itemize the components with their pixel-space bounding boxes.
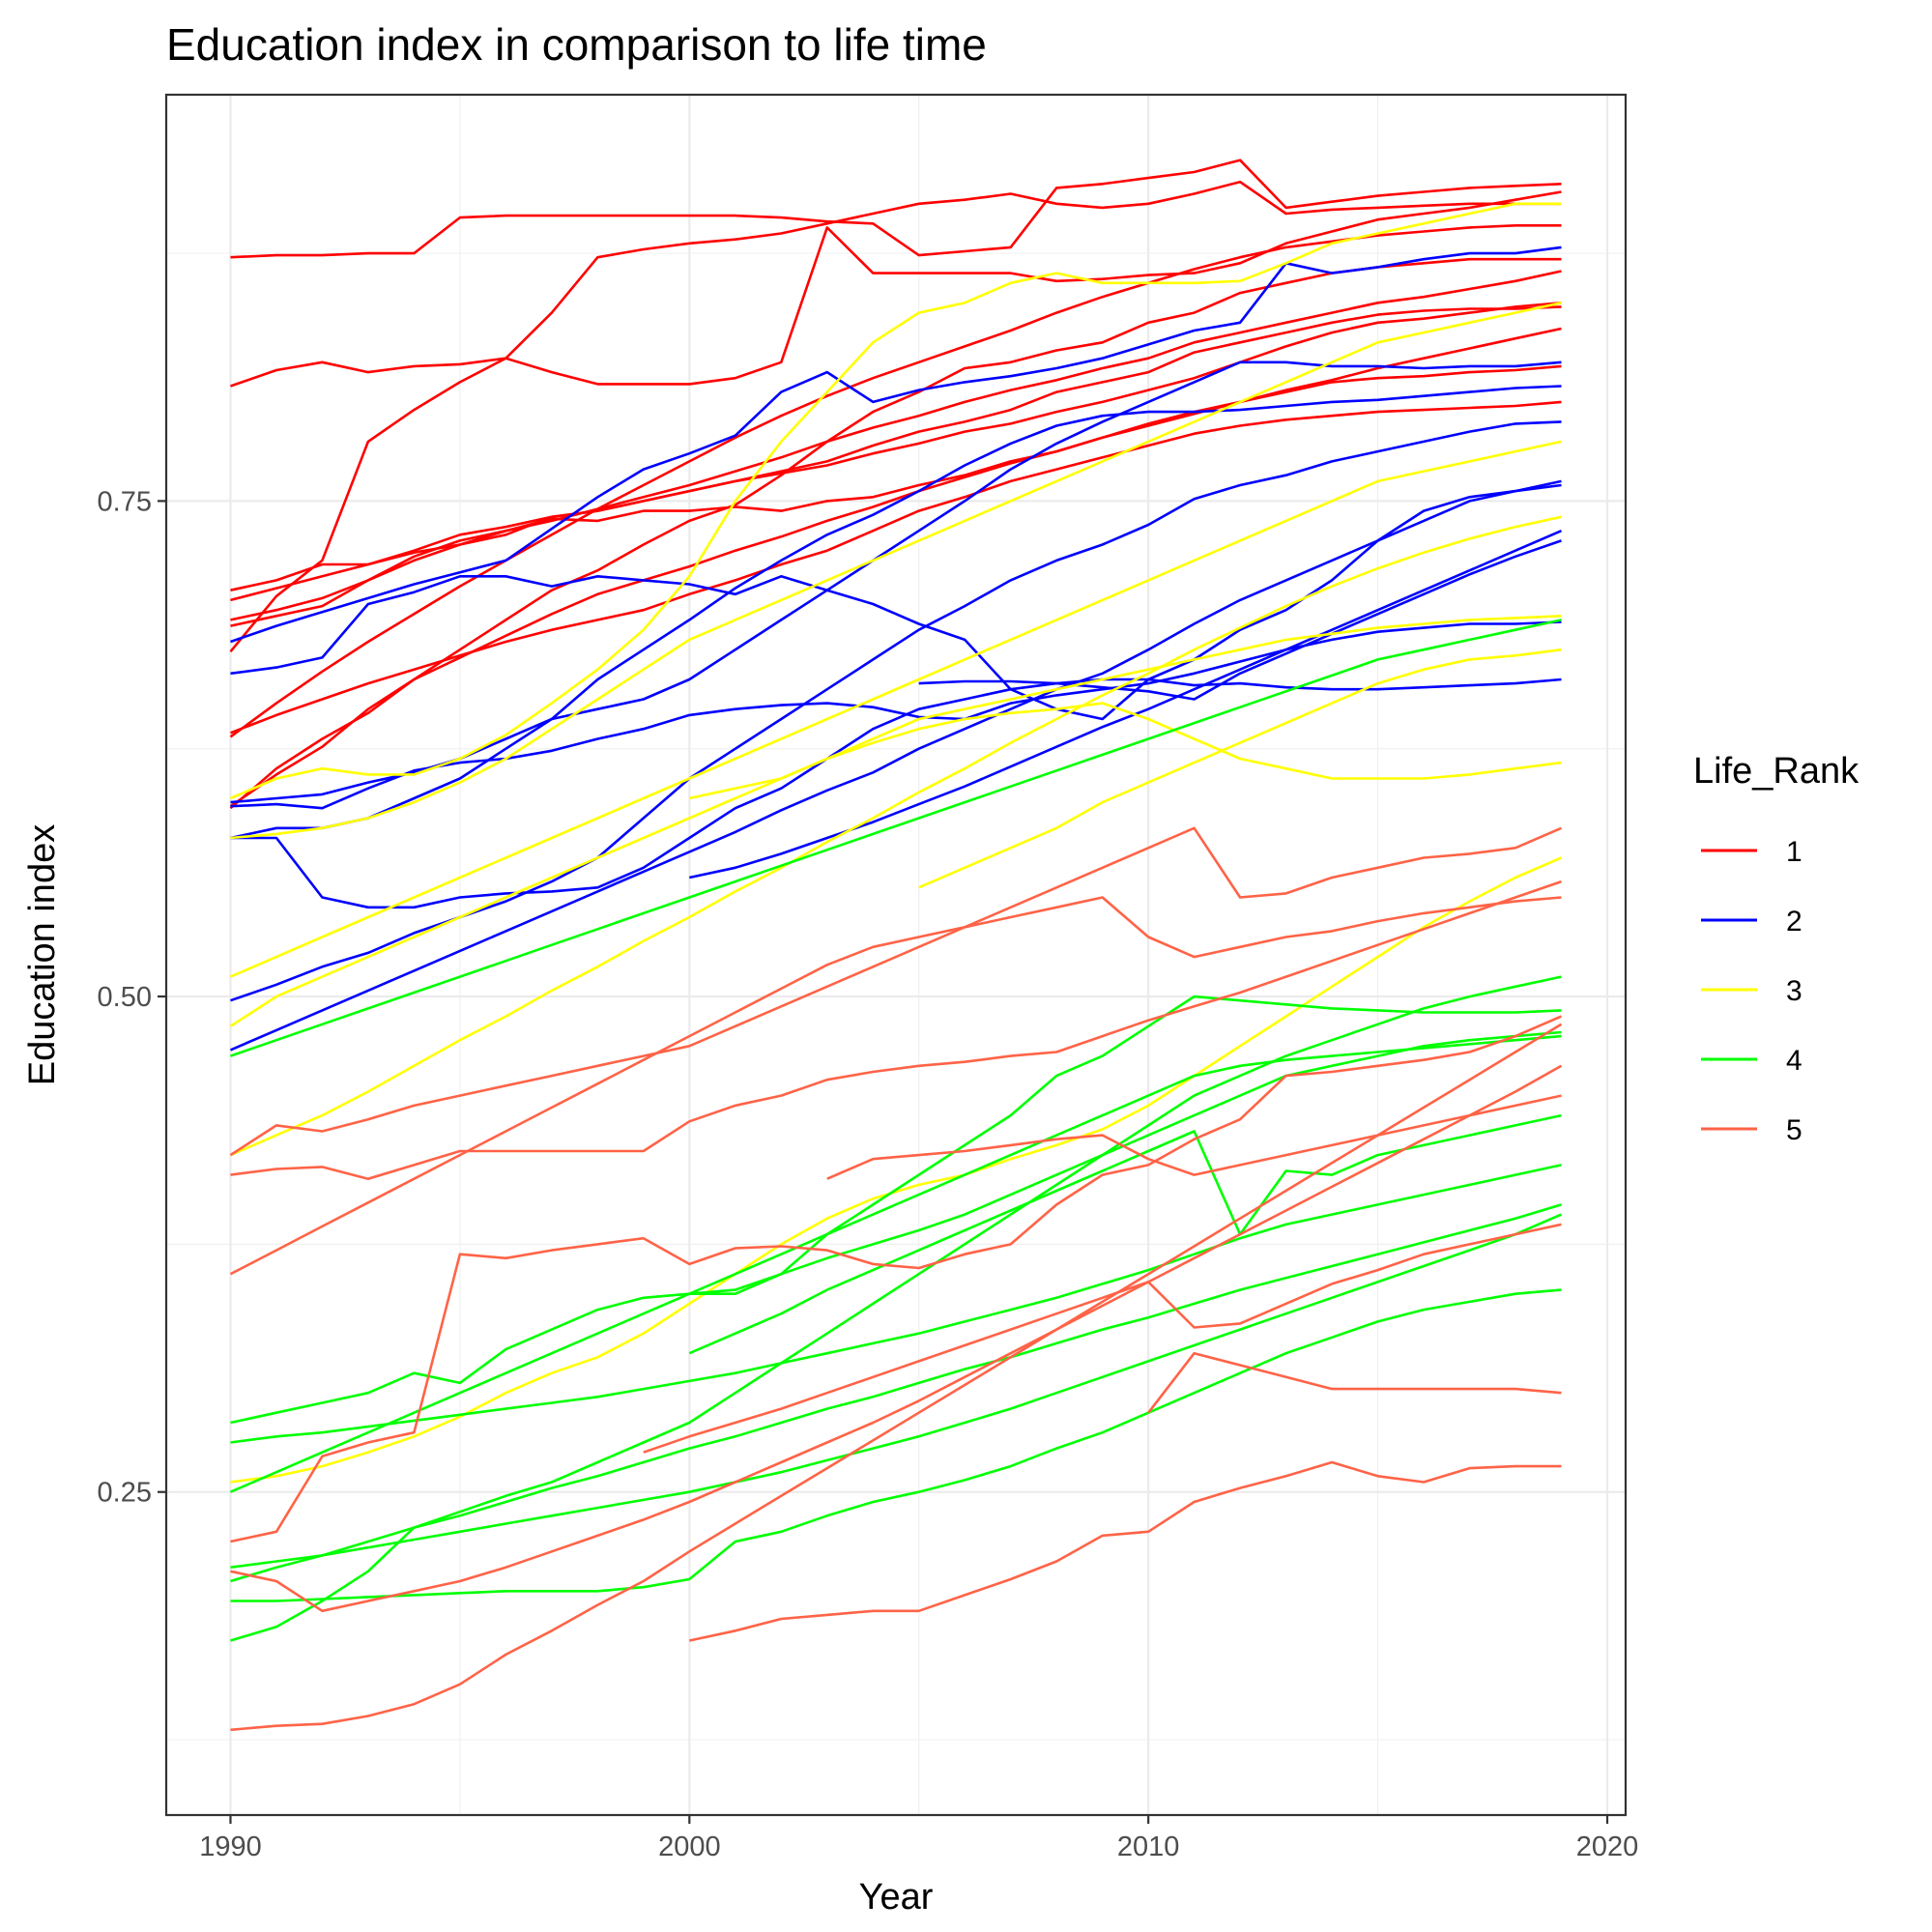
series-line-rank-2 [230, 678, 1562, 909]
series-line-rank-4 [230, 975, 1562, 1642]
series-line-rank-1 [230, 400, 1562, 735]
series-line-rank-2 [230, 620, 1562, 810]
series-line-rank-4 [230, 619, 1562, 1057]
y-tick-label: 0.25 [98, 1478, 152, 1509]
series-line-rank-5 [229, 826, 1563, 1157]
series-lines [229, 159, 1563, 1732]
series-line-rank-4 [230, 1288, 1562, 1602]
series-line-rank-1 [230, 159, 1562, 259]
chart-title: Education index in comparison to life ti… [166, 19, 987, 70]
series-line-rank-2 [230, 483, 1562, 721]
legend-label-5: 5 [1786, 1114, 1802, 1146]
series-line-rank-3 [689, 702, 1562, 800]
series-line-rank-2 [230, 385, 1562, 840]
series-line-rank-2 [229, 479, 1562, 1052]
legend-label-3: 3 [1786, 975, 1802, 1007]
series-line-rank-4 [230, 1203, 1562, 1583]
series-line-rank-5 [230, 1015, 1563, 1543]
y-tick-label: 0.75 [98, 486, 152, 517]
series-line-rank-4 [689, 995, 1562, 1295]
x-tick-label: 1990 [199, 1831, 262, 1862]
series-line-rank-5 [230, 1023, 1563, 1732]
series-line-rank-1 [229, 180, 1562, 653]
series-line-rank-3 [229, 615, 1562, 1027]
series-line-rank-3 [229, 440, 1562, 978]
series-line-rank-2 [689, 530, 1563, 879]
series-line-rank-2 [230, 245, 1562, 644]
series-line-rank-1 [230, 270, 1562, 627]
grid-lines [166, 95, 1626, 1815]
series-line-rank-5 [230, 1064, 1563, 1613]
y-tick-label: 0.50 [98, 982, 152, 1013]
series-line-rank-1 [230, 302, 1562, 591]
series-line-rank-5 [826, 1094, 1562, 1180]
series-line-rank-1 [230, 190, 1562, 388]
series-line-rank-4 [230, 1164, 1562, 1444]
series-line-rank-1 [229, 327, 1562, 810]
legend-label-4: 4 [1786, 1045, 1802, 1077]
y-axis: 0.25 0.50 0.75 [98, 486, 166, 1509]
x-axis-title: Year [859, 1877, 934, 1918]
x-tick-label: 2020 [1576, 1831, 1639, 1862]
series-line-rank-1 [230, 364, 1562, 621]
legend-title: Life_Rank [1693, 751, 1860, 792]
y-axis-title: Education index [22, 824, 63, 1085]
series-line-rank-3 [918, 648, 1562, 889]
series-line-rank-3 [230, 302, 1562, 840]
x-axis: 1990 2000 2010 2020 [199, 1815, 1638, 1862]
series-line-rank-5 [230, 879, 1562, 1180]
legend: Life_Rank 1 2 3 4 5 [1693, 751, 1860, 1146]
series-line-rank-4 [229, 1034, 1562, 1493]
legend-label-2: 2 [1786, 906, 1802, 937]
series-line-rank-5 [643, 1223, 1562, 1454]
x-tick-label: 2000 [658, 1831, 721, 1862]
series-line-rank-3 [230, 856, 1563, 1484]
legend-label-1: 1 [1786, 836, 1802, 868]
series-line-rank-3 [229, 202, 1562, 800]
series-line-rank-2 [918, 539, 1562, 701]
series-line-rank-4 [688, 1113, 1562, 1355]
series-line-rank-3 [229, 515, 1562, 1157]
plot-panel [166, 95, 1626, 1815]
series-line-rank-5 [1147, 1351, 1562, 1414]
series-line-rank-5 [229, 896, 1562, 1276]
series-line-rank-4 [230, 1030, 1562, 1425]
x-tick-label: 2010 [1117, 1831, 1180, 1862]
series-line-rank-4 [230, 1213, 1563, 1569]
plot-border [164, 93, 1628, 1817]
series-line-rank-5 [689, 1460, 1562, 1642]
